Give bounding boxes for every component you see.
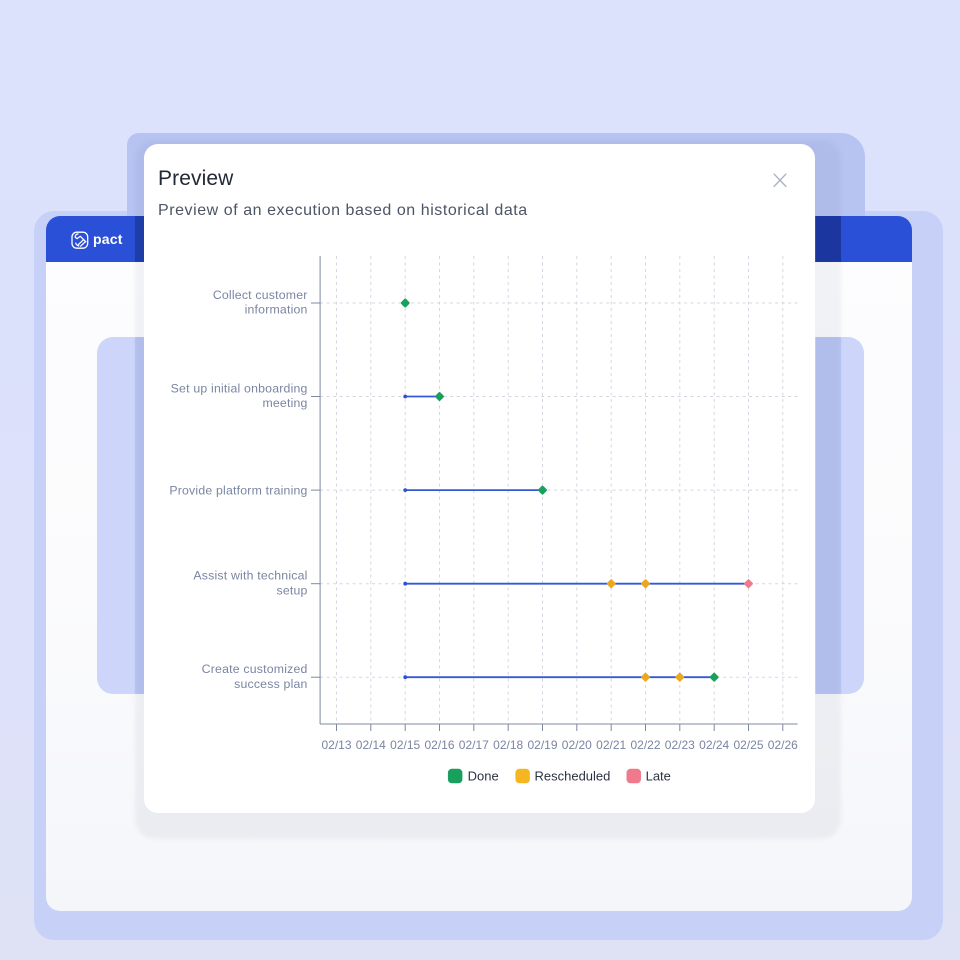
svg-text:meeting: meeting	[262, 396, 307, 410]
svg-text:Collect customer: Collect customer	[213, 288, 308, 302]
svg-text:Set up initial onboarding: Set up initial onboarding	[171, 382, 308, 396]
svg-text:02/19: 02/19	[527, 738, 557, 752]
svg-text:Done: Done	[468, 769, 499, 784]
svg-text:information: information	[245, 303, 308, 317]
svg-text:02/15: 02/15	[390, 738, 420, 752]
svg-text:02/13: 02/13	[321, 738, 351, 752]
svg-text:Late: Late	[646, 769, 671, 784]
svg-text:02/22: 02/22	[630, 738, 660, 752]
svg-text:Rescheduled: Rescheduled	[535, 769, 611, 784]
svg-text:02/25: 02/25	[733, 738, 763, 752]
svg-text:Provide platform training: Provide platform training	[169, 483, 307, 497]
svg-text:02/17: 02/17	[459, 738, 489, 752]
svg-text:02/26: 02/26	[768, 738, 798, 752]
svg-text:success plan: success plan	[234, 677, 308, 691]
svg-text:02/24: 02/24	[699, 738, 729, 752]
svg-text:02/21: 02/21	[596, 738, 626, 752]
svg-text:02/20: 02/20	[562, 738, 592, 752]
svg-text:02/23: 02/23	[665, 738, 695, 752]
svg-text:02/18: 02/18	[493, 738, 523, 752]
svg-text:02/14: 02/14	[356, 738, 386, 752]
svg-text:setup: setup	[277, 583, 308, 597]
svg-text:Create customized: Create customized	[202, 662, 308, 676]
svg-text:Assist with technical: Assist with technical	[193, 569, 307, 583]
svg-text:02/16: 02/16	[424, 738, 454, 752]
